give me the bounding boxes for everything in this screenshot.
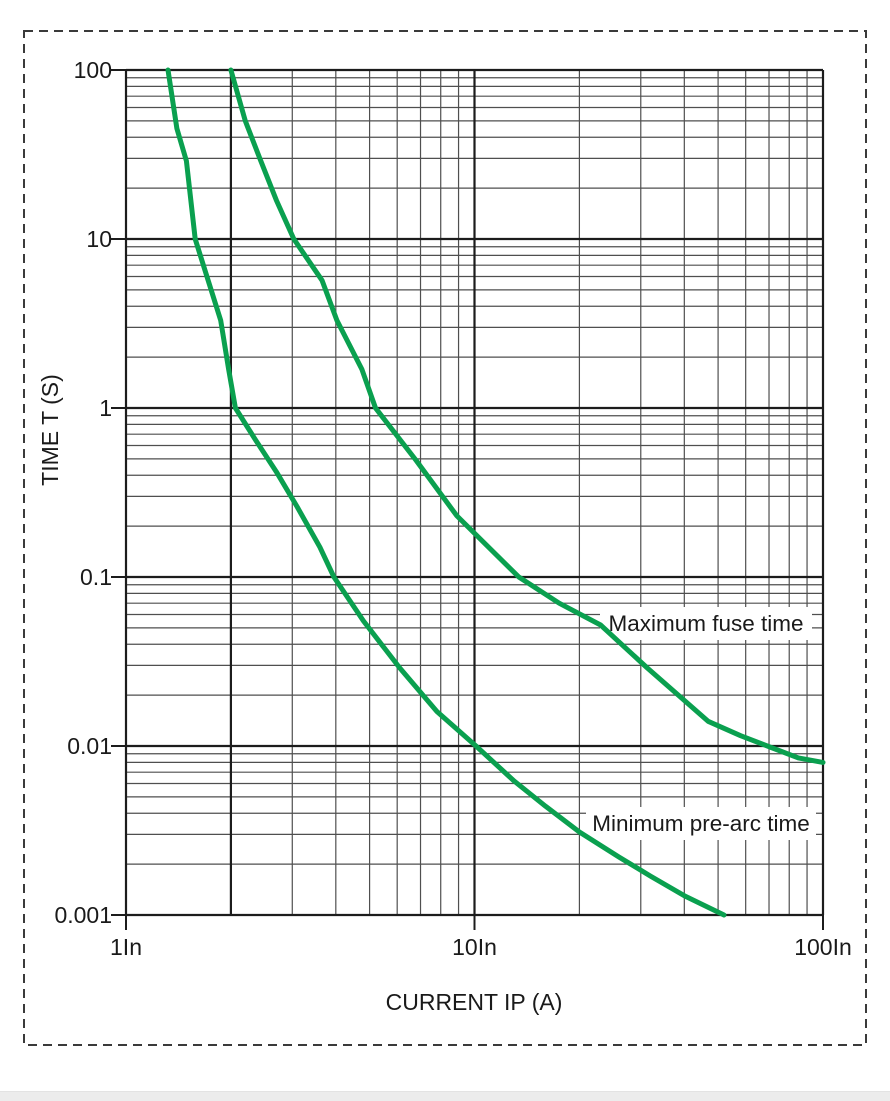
- x-tick-label: 100In: [794, 934, 852, 960]
- x-axis-title: CURRENT IP (A): [385, 989, 563, 1015]
- characteristic-curves: [165, 67, 826, 918]
- curve-maximum-fuse-time: [228, 67, 826, 765]
- min-pre-arc-time-label: Minimum pre-arc time: [592, 811, 810, 836]
- curve-label-max-fuse-time: Maximum fuse time: [600, 607, 812, 640]
- label-background: [600, 607, 812, 640]
- y-tick-label: 0.001: [54, 902, 112, 928]
- x-tick-label: 1In: [110, 934, 142, 960]
- curve-label-min-pre-arc-time: Minimum pre-arc time: [586, 807, 816, 840]
- axis-tick-marks: [111, 69, 824, 930]
- y-tick-label: 0.1: [80, 564, 112, 590]
- y-tick-label: 1: [99, 395, 112, 421]
- x-tick-label: 10In: [452, 934, 497, 960]
- y-tick-label: 100: [73, 57, 112, 83]
- y-tick-label: 0.01: [67, 733, 112, 759]
- label-background: [586, 807, 816, 840]
- bottom-page-strip: [0, 1091, 890, 1101]
- y-axis-title: TIME T (S): [37, 374, 63, 486]
- dashed-border-frame: [23, 30, 867, 1046]
- curve-minimum-pre-arc-time: [165, 67, 727, 918]
- y-tick-label: 10: [86, 226, 112, 252]
- max-fuse-time-label: Maximum fuse time: [608, 611, 803, 636]
